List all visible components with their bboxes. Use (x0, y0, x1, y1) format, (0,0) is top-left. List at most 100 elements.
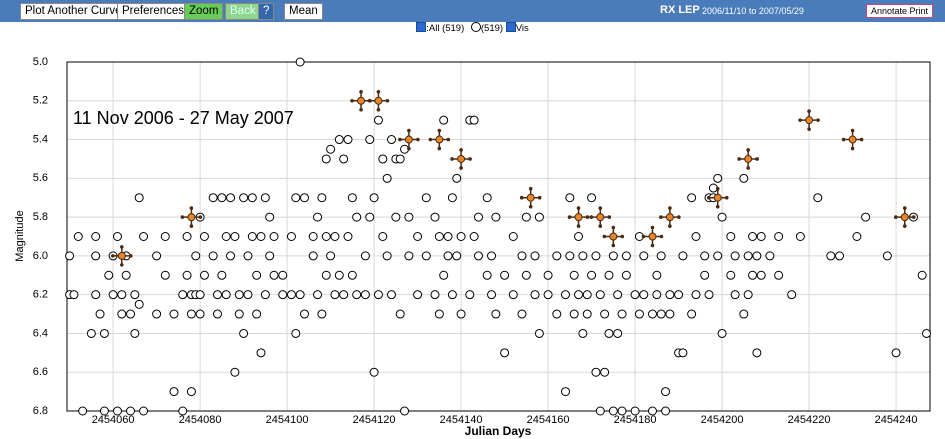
cross-tip (120, 245, 124, 249)
data-point (517, 309, 527, 319)
data-point (91, 232, 101, 241)
data-point (917, 270, 927, 280)
cross-tip (537, 195, 542, 200)
data-point (208, 251, 218, 261)
cross-point (641, 225, 664, 248)
data-point (112, 232, 122, 241)
cross-tip (576, 206, 581, 210)
data-point (299, 193, 309, 203)
data-point (269, 270, 279, 280)
button[interactable]: Back (225, 3, 261, 20)
data-point (339, 154, 349, 164)
data-point (191, 251, 201, 261)
data-point (500, 348, 510, 358)
cross-tip (659, 215, 663, 219)
data-point (574, 290, 584, 300)
cross-tip (120, 263, 124, 267)
data-point (321, 154, 331, 164)
data-point (278, 290, 288, 300)
button[interactable]: ? (258, 3, 275, 20)
data-point (343, 232, 353, 241)
data-point (578, 251, 588, 261)
data-point (908, 212, 918, 222)
data-point (382, 173, 392, 183)
data-point (69, 290, 79, 300)
data-point (530, 251, 540, 261)
data-point (226, 251, 236, 261)
x-axis-label: Julian Days (465, 424, 532, 438)
cross-tip (620, 234, 625, 239)
cross-point (589, 206, 612, 228)
data-point (634, 309, 644, 319)
data-point (521, 212, 531, 222)
legend-marker (470, 22, 481, 32)
annotate-button[interactable]: Annotate Print (866, 4, 934, 18)
cross-point (450, 148, 472, 170)
cross-tip (607, 215, 612, 219)
data-point (600, 309, 610, 319)
data-point (630, 290, 640, 300)
cross-point (737, 148, 759, 170)
data-point (195, 212, 205, 222)
cross-tip (841, 137, 846, 142)
button[interactable]: Preferences (117, 3, 190, 20)
data-point (730, 251, 740, 261)
data-point (191, 290, 201, 300)
checkbox[interactable] (505, 22, 516, 32)
data-point (591, 367, 601, 377)
data-point (265, 212, 275, 222)
data-point (452, 173, 462, 183)
legend-label: :All (519) (426, 23, 465, 34)
data-point (452, 251, 462, 261)
data-point (386, 290, 396, 300)
data-point (169, 309, 179, 319)
data-point (313, 212, 323, 222)
data-point (378, 154, 388, 164)
data-point (291, 328, 301, 338)
data-point (395, 309, 405, 319)
data-point (126, 309, 136, 319)
data-point (360, 290, 370, 300)
cross-point (567, 206, 590, 228)
cross-center (574, 213, 583, 222)
data-point (369, 193, 379, 203)
button[interactable]: Plot Another Curve (20, 3, 127, 20)
data-point (178, 290, 188, 300)
cross-tip (715, 186, 720, 191)
data-point (108, 290, 118, 300)
data-point (534, 328, 544, 338)
button[interactable]: Zoom (184, 3, 224, 20)
x-tick-label: 2454120 (353, 414, 396, 426)
data-point (826, 251, 836, 261)
data-point (708, 193, 718, 203)
data-point (386, 135, 396, 145)
data-point (569, 309, 579, 319)
data-point (95, 309, 105, 319)
cross-tip (602, 234, 607, 239)
button[interactable]: Mean (284, 3, 323, 20)
checkbox[interactable] (416, 22, 427, 32)
data-point (704, 193, 714, 203)
x-tick-label: 2454200 (701, 414, 744, 426)
data-point (717, 328, 727, 338)
data-point (595, 406, 605, 416)
data-point (691, 232, 701, 241)
data-point (365, 212, 375, 222)
data-point (112, 406, 122, 416)
data-point (656, 309, 666, 319)
data-point (286, 290, 296, 300)
cross-point (893, 206, 916, 228)
data-point (256, 232, 266, 241)
x-tick-label: 2454140 (440, 414, 483, 426)
data-point (565, 251, 575, 261)
data-point (326, 251, 336, 261)
data-point (391, 212, 401, 222)
data-point (469, 232, 479, 241)
y-tick-label: 5.2 (33, 95, 48, 107)
data-point (139, 406, 149, 416)
data-point (774, 232, 784, 241)
cross-point (350, 89, 372, 112)
cross-tip (650, 243, 655, 248)
data-point (578, 328, 588, 338)
